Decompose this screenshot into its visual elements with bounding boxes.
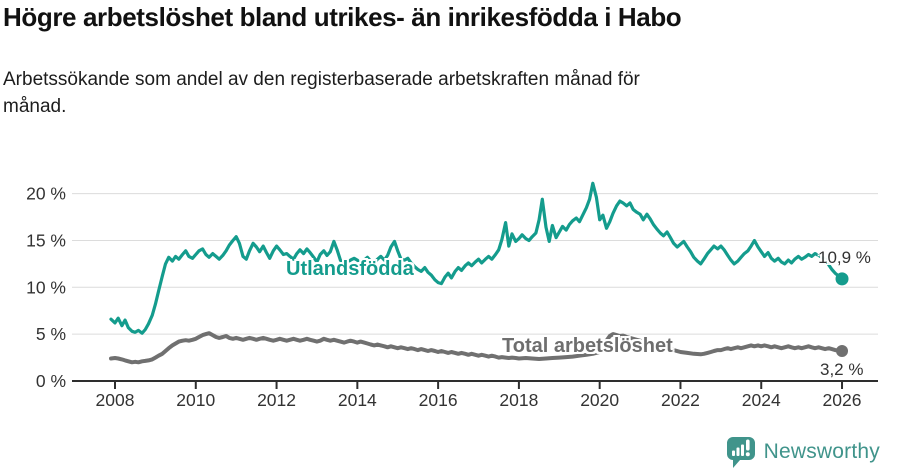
x-axis-label-2020: 2020 xyxy=(580,390,619,410)
x-axis-label-2014: 2014 xyxy=(338,390,377,410)
newsworthy-speech-bubble-icon xyxy=(726,437,755,468)
y-axis-label-5: 5 % xyxy=(36,324,66,344)
y-axis-label-20: 20 % xyxy=(26,184,66,204)
end-value-total-arbetsloshet: 3,2 % xyxy=(820,360,864,379)
series-label-utlandsfodda: Utlandsfödda xyxy=(286,258,414,280)
series-line-1 xyxy=(109,181,844,335)
y-axis-label-10: 10 % xyxy=(26,277,66,297)
page-subtitle: Arbetssökande som andel av den registerb… xyxy=(3,69,640,117)
x-axis-label-2010: 2010 xyxy=(176,390,215,410)
series-label-total-arbetsloshet: Total arbetslöshet xyxy=(502,335,673,357)
newsworthy-logo[interactable]: Newsworthy xyxy=(726,436,880,468)
series-end-dot-1 xyxy=(835,272,849,286)
y-axis-label-15: 15 % xyxy=(26,230,66,250)
x-axis-label-2018: 2018 xyxy=(499,390,538,410)
y-axis-label-0: 0 % xyxy=(36,371,66,391)
x-axis-label-2022: 2022 xyxy=(661,390,700,410)
x-axis-label-2012: 2012 xyxy=(257,390,296,410)
end-value-utlandsfodda: 10,9 % xyxy=(818,248,871,267)
x-axis-label-2016: 2016 xyxy=(419,390,458,410)
x-axis-label-2024: 2024 xyxy=(742,390,781,410)
page-title: Högre arbetslöshet bland utrikes- än inr… xyxy=(3,2,682,32)
x-axis-label-2026: 2026 xyxy=(823,390,862,410)
newsworthy-wordmark: Newsworthy xyxy=(763,440,880,463)
series-line-2 xyxy=(109,331,844,365)
series-end-dot-2 xyxy=(836,345,849,358)
x-axis-label-2008: 2008 xyxy=(96,390,135,410)
